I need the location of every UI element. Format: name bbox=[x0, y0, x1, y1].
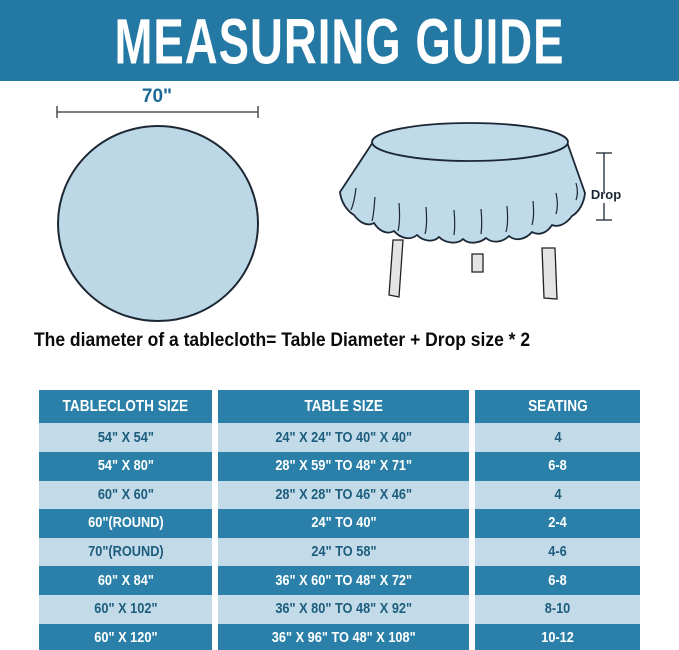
svg-text:70": 70" bbox=[142, 86, 172, 107]
